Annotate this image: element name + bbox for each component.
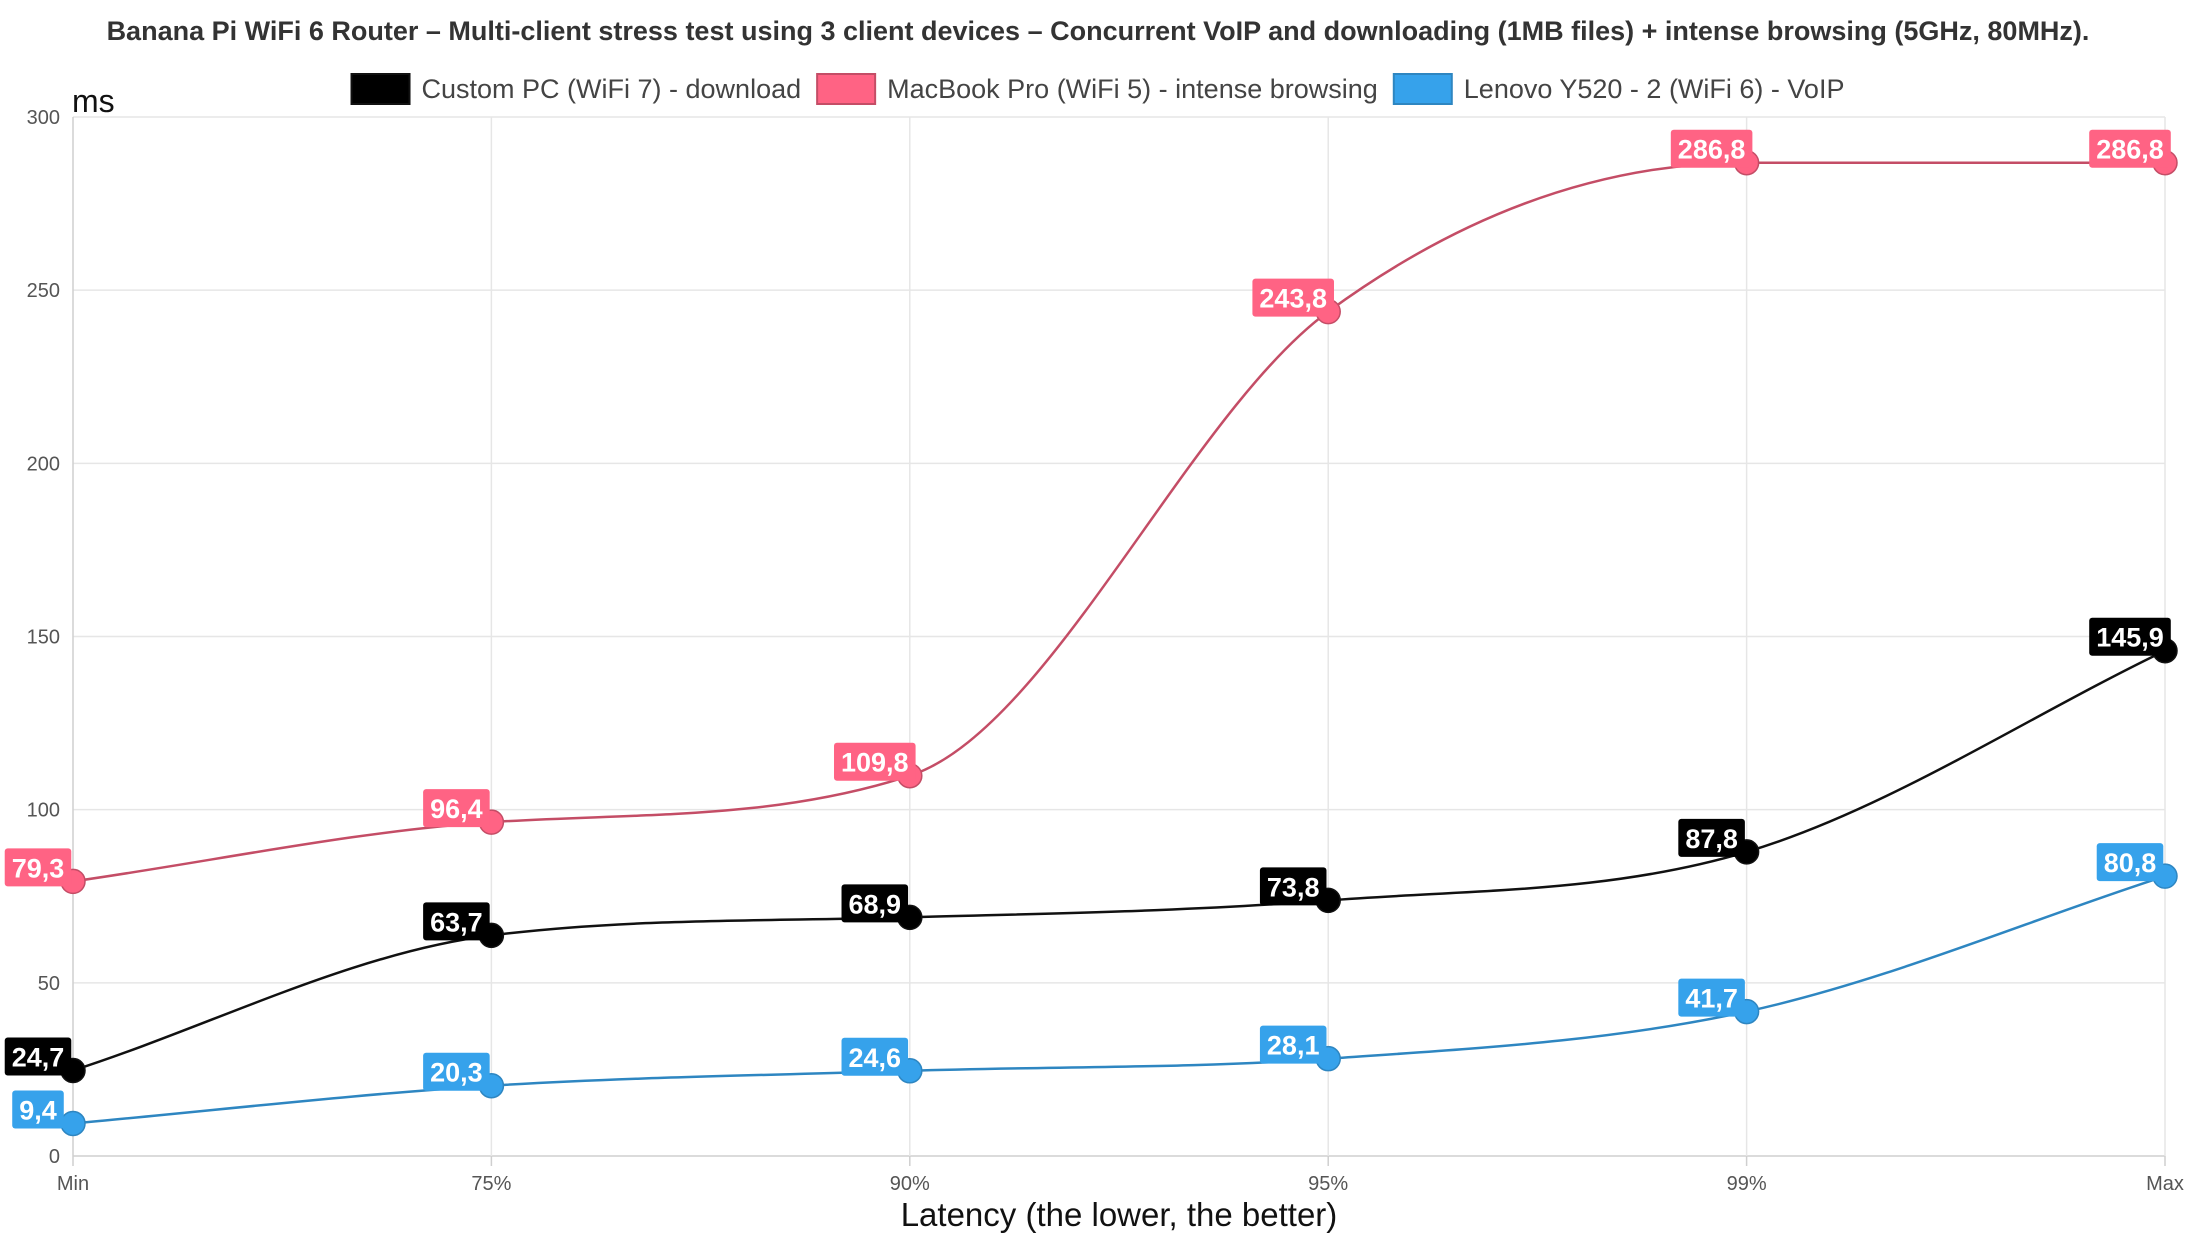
y-tick-label: 100 [27,800,60,822]
chart-title: Banana Pi WiFi 6 Router – Multi-client s… [107,16,2090,46]
data-label-lenovo-y520-2-wifi-6-voip-min: 9,4 [12,1090,64,1129]
x-tick-label: 95% [1308,1173,1348,1195]
legend-label-lenovo-y520-2-wifi-6-voip[interactable]: Lenovo Y520 - 2 (WiFi 6) - VoIP [1464,74,1845,104]
y-tick-label: 200 [27,453,60,475]
data-label-lenovo-y520-2-wifi-6-voip-75: 20,3 [423,1052,490,1091]
series-line-macbook-pro-wifi-5-intense-browsing [72,161,2165,883]
legend-label-custom-pc-wifi-7-download[interactable]: Custom PC (WiFi 7) - download [422,74,802,104]
data-labels: 24,7 63,7 68,9 73,8 87,8 145,9 79,3 96,4 109,8 24… [4,129,2171,1129]
data-label-custom-pc-wifi-7-download-99: 87,8 [1678,818,1745,857]
data-label-text: 28,1 [1267,1031,1320,1061]
data-label-text: 73,8 [1267,872,1320,902]
legend-label-macbook-pro-wifi-5-intense-browsing[interactable]: MacBook Pro (WiFi 5) - intense browsing [887,74,1378,104]
y-axis-unit-label: ms [72,83,115,119]
y-tick-label: 0 [49,1146,60,1168]
data-label-text: 109,8 [841,748,909,778]
data-label-custom-pc-wifi-7-download-90: 68,9 [841,884,909,923]
data-label-text: 80,8 [2104,848,2157,878]
data-label-text: 63,7 [430,907,483,937]
series-lines [60,149,2178,1137]
data-label-lenovo-y520-2-wifi-6-voip-max: 80,8 [2096,843,2164,882]
x-tick-label: 75% [471,1173,511,1195]
data-label-macbook-pro-wifi-5-intense-browsing-max: 286,8 [2089,129,2171,168]
data-label-box [4,1037,72,1076]
data-label-box [423,902,490,941]
legend-swatch-custom-pc-wifi-7-download[interactable] [350,73,411,105]
x-tick-label: Min [57,1173,89,1195]
data-label-box [2089,129,2171,168]
data-label-lenovo-y520-2-wifi-6-voip-90: 24,6 [841,1037,909,1076]
data-label-text: 96,4 [430,794,483,824]
x-tick-label: 99% [1727,1173,1767,1195]
y-tick-label: 50 [38,973,60,995]
data-label-custom-pc-wifi-7-download-95: 73,8 [1259,867,1327,906]
data-label-box [1678,818,1745,857]
data-label-macbook-pro-wifi-5-intense-browsing-99: 286,8 [1670,129,1753,168]
x-axis-title: Latency (the lower, the better) [901,1196,1338,1233]
data-label-box [841,1037,909,1076]
data-label-text: 24,6 [849,1043,902,1073]
x-axis: Min 75% 90% 95% 99% Max [57,1156,2184,1195]
data-label-box [1670,129,1753,168]
data-label-text: 41,7 [1685,984,1738,1014]
data-label-box [2096,843,2164,882]
x-tick-label: Max [2146,1173,2184,1195]
data-label-box [4,848,72,887]
data-label-text: 9,4 [19,1095,57,1125]
data-label-custom-pc-wifi-7-download-75: 63,7 [423,902,490,941]
legend-swatch-macbook-pro-wifi-5-intense-browsing[interactable] [816,73,877,105]
data-label-text: 243,8 [1259,284,1327,314]
data-label-lenovo-y520-2-wifi-6-voip-99: 41,7 [1678,978,1745,1017]
data-label-macbook-pro-wifi-5-intense-browsing-75: 96,4 [423,789,490,828]
data-label-macbook-pro-wifi-5-intense-browsing-90: 109,8 [834,742,916,781]
y-tick-label: 150 [27,627,60,649]
data-label-text: 286,8 [2096,135,2164,165]
data-label-text: 87,8 [1685,824,1738,854]
data-label-box [423,789,490,828]
y-axis: 0 50 100 150 200 250 300 [27,107,60,1168]
y-tick-label: 300 [27,107,60,129]
data-label-box [1252,278,1334,317]
data-label-box [1259,867,1327,906]
legend: Custom PC (WiFi 7) - download MacBook Pro… [350,73,1845,105]
data-label-box [841,884,909,923]
grid [72,116,2166,1157]
data-label-macbook-pro-wifi-5-intense-browsing-min: 79,3 [4,848,72,887]
data-label-box [834,742,916,781]
data-label-text: 68,9 [849,889,902,919]
data-label-lenovo-y520-2-wifi-6-voip-95: 28,1 [1259,1025,1327,1064]
data-label-text: 20,3 [430,1058,483,1088]
data-label-box [1678,978,1745,1017]
series-line-lenovo-y520-2-wifi-6-voip [72,874,2166,1125]
series-line-custom-pc-wifi-7-download [72,649,2166,1072]
legend-swatch-lenovo-y520-2-wifi-6-voip[interactable] [1392,73,1453,105]
data-label-macbook-pro-wifi-5-intense-browsing-95: 243,8 [1252,278,1334,317]
data-label-text: 24,7 [12,1042,65,1072]
data-label-box [12,1090,64,1129]
data-label-text: 286,8 [1678,135,1746,165]
data-label-text: 79,3 [12,853,65,883]
data-label-box [423,1052,490,1091]
data-label-box [1259,1025,1327,1064]
y-tick-label: 250 [27,280,60,302]
data-label-box [2089,617,2171,656]
data-label-custom-pc-wifi-7-download-max: 145,9 [2089,617,2171,656]
data-point-lenovo-y520-2-wifi-6-voip-min[interactable] [60,1110,86,1137]
data-label-custom-pc-wifi-7-download-min: 24,7 [4,1037,72,1076]
data-label-text: 145,9 [2096,623,2164,653]
x-tick-label: 90% [890,1173,930,1195]
